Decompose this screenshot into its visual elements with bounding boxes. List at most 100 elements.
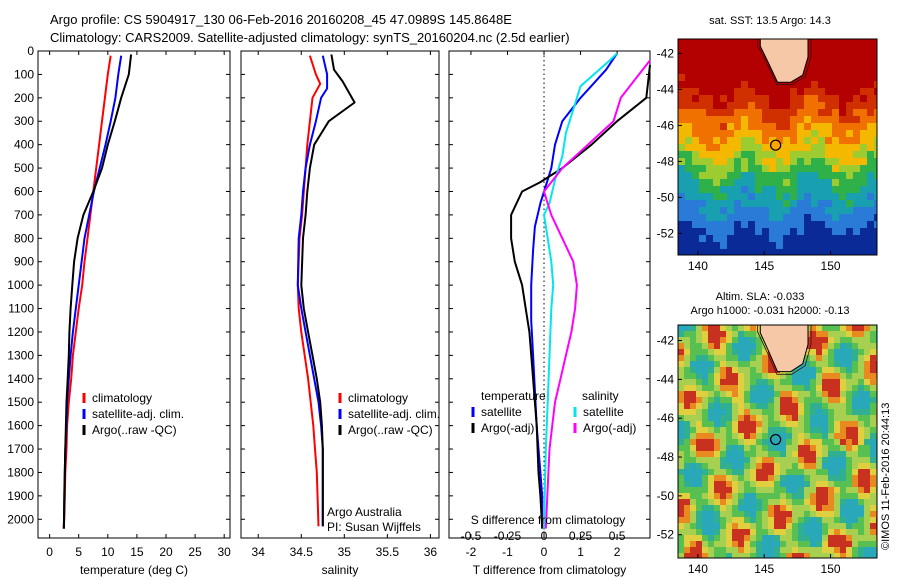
map-cell <box>834 499 841 506</box>
map-cell <box>732 511 739 518</box>
map-cell <box>816 451 823 458</box>
map-cell <box>867 249 875 255</box>
map-cell <box>755 130 763 138</box>
map-cell <box>792 535 799 542</box>
map-cell <box>840 331 847 338</box>
map-cell <box>811 137 819 145</box>
map-cell <box>774 439 781 446</box>
map-cell <box>818 228 826 236</box>
map-cell <box>839 95 847 103</box>
map-cell <box>692 235 700 243</box>
map-cell <box>720 475 727 482</box>
plot-frame <box>240 50 440 539</box>
map-cell <box>792 397 799 404</box>
map-cell <box>776 179 784 187</box>
map-cell <box>714 433 721 440</box>
map-cell <box>678 505 685 512</box>
map-cell <box>696 487 703 494</box>
legend-label: satellite <box>481 405 522 419</box>
map-cell <box>870 337 877 344</box>
map-cell <box>762 343 769 350</box>
map-cell <box>756 547 763 554</box>
map-cell <box>867 228 875 236</box>
map-cell <box>748 88 756 96</box>
map-cell <box>699 172 707 180</box>
map-cell <box>846 547 853 554</box>
map-cell <box>867 193 875 201</box>
top-tick-label: -0.25 <box>494 529 522 543</box>
map-cell <box>828 385 835 392</box>
map-cell <box>769 235 777 243</box>
map-cell <box>685 95 693 103</box>
map-cell <box>720 421 727 428</box>
map-cell <box>755 60 763 68</box>
map-cell <box>798 373 805 380</box>
map-cell <box>846 102 854 110</box>
map-cell <box>762 102 770 110</box>
map-y-tick-label: -46 <box>657 118 675 132</box>
map-cell <box>732 499 739 506</box>
map-cell <box>846 433 853 440</box>
map-cell <box>756 361 763 368</box>
map-cell <box>748 130 756 138</box>
map-cell <box>811 144 819 152</box>
map-cell <box>810 529 817 536</box>
map-cell <box>732 523 739 530</box>
map-cell <box>769 193 777 201</box>
map-cell <box>870 535 877 542</box>
map-cell <box>822 541 829 548</box>
map-cell <box>792 463 799 470</box>
map-cell <box>720 137 728 145</box>
map-cell <box>864 547 871 554</box>
map-cell <box>744 487 751 494</box>
map-cell <box>706 67 714 75</box>
map-cell <box>783 235 791 243</box>
map-cell <box>816 415 823 422</box>
map-cell <box>867 158 875 166</box>
map-cell <box>734 144 742 152</box>
map-cell <box>846 81 854 89</box>
map-cell <box>755 158 763 166</box>
map-cell <box>714 541 721 548</box>
map-cell <box>713 221 721 229</box>
map-cell <box>840 391 847 398</box>
map-cell <box>834 547 841 554</box>
map-cell <box>727 249 735 255</box>
map-cell <box>816 475 823 482</box>
map-cell <box>853 172 861 180</box>
map-cell <box>720 74 728 82</box>
map-cell <box>852 505 859 512</box>
map-cell <box>839 249 847 255</box>
map-cell <box>853 186 861 194</box>
map-cell <box>702 445 709 452</box>
map-cell <box>804 499 811 506</box>
map-cell <box>804 130 812 138</box>
map-cell <box>832 116 840 124</box>
map-cell <box>702 349 709 356</box>
map-cell <box>696 355 703 362</box>
map-cell <box>748 74 756 82</box>
map-cell <box>726 457 733 464</box>
map-cell <box>734 242 742 250</box>
map-cell <box>708 373 715 380</box>
map-cell <box>867 60 875 68</box>
map-cell <box>690 517 697 524</box>
map-cell <box>811 95 819 103</box>
map-cell <box>828 349 835 356</box>
map-cell <box>867 46 875 54</box>
map-cell <box>816 397 823 404</box>
map-cell <box>738 475 745 482</box>
map-cell <box>726 331 733 338</box>
map-cell <box>692 123 700 131</box>
map-cell <box>726 409 733 416</box>
map-cell <box>702 535 709 542</box>
map-cell <box>713 116 721 124</box>
map-cell <box>720 165 728 173</box>
map-cell <box>738 415 745 422</box>
map-cell <box>714 379 721 386</box>
map-cell <box>699 221 707 229</box>
map-cell <box>818 235 826 243</box>
map-cell <box>720 547 727 554</box>
map-cell <box>804 116 812 124</box>
map-cell <box>792 427 799 434</box>
